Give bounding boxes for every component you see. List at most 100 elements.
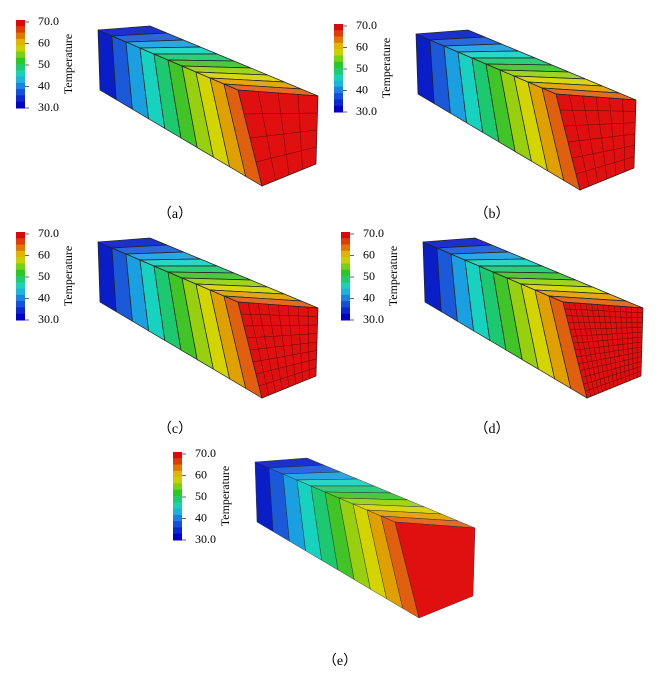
colorbar-band: [173, 502, 182, 510]
colorbar-band: [16, 89, 25, 96]
colorbar-band: [341, 288, 350, 296]
mesh-line: [576, 346, 642, 358]
box-top-slice: [139, 46, 218, 55]
mesh-line: [255, 146, 317, 163]
colorbar-band: [16, 263, 25, 271]
colorbar-band: [16, 238, 25, 246]
colorbar-band: [173, 533, 182, 541]
colorbar-band: [334, 24, 343, 31]
colorbar-band: [16, 82, 25, 90]
colorbar-title: Temperature: [379, 38, 393, 98]
colorbar-title: Temperature: [386, 246, 400, 306]
mesh-line: [625, 306, 630, 381]
colorbar-band: [341, 294, 350, 302]
colorbar-label: 60: [38, 247, 50, 261]
mesh-line: [249, 129, 318, 139]
mesh-line: [287, 305, 296, 385]
mesh-line: [249, 341, 318, 351]
colorbar-title: Temperature: [61, 246, 75, 306]
colorbar-band: [16, 301, 25, 308]
mesh-line: [608, 305, 619, 386]
colorbar-band: [334, 74, 343, 82]
colorbar-band: [341, 282, 350, 290]
box-top-slice: [464, 258, 543, 267]
colorbar-band: [16, 95, 25, 103]
colorbar-band: [173, 458, 182, 466]
mesh-line: [614, 305, 622, 384]
colorbar-band: [173, 464, 182, 472]
colorbar-label: 40: [195, 510, 207, 524]
caption: （e）: [323, 653, 357, 669]
mesh-line: [307, 307, 310, 379]
colorbar-label: 30.0: [38, 312, 59, 326]
box-top-slice: [457, 50, 536, 59]
colorbar-band: [16, 70, 25, 78]
colorbar-band: [334, 42, 343, 50]
colorbar-band: [16, 101, 25, 109]
colorbar-band: [341, 250, 350, 258]
caption: （a）: [158, 206, 192, 222]
colorbar-band: [341, 269, 350, 277]
colorbar-band: [16, 51, 25, 59]
mesh-line: [619, 306, 626, 383]
colorbar-title: Temperature: [61, 34, 75, 94]
colorbar-band: [16, 276, 25, 283]
colorbar-band: [173, 521, 182, 528]
mesh-line: [297, 306, 303, 382]
box-top-slice: [139, 258, 218, 267]
colorbar-label: 70.0: [195, 446, 216, 460]
colorbar-band: [16, 57, 25, 65]
colorbar-band: [16, 32, 25, 40]
colorbar-band: [334, 61, 343, 69]
colorbar-band: [173, 452, 182, 459]
mesh-line: [580, 356, 642, 371]
colorbar-label: 70.0: [38, 14, 59, 28]
colorbar-label: 70.0: [363, 226, 384, 240]
box-top-slice: [296, 478, 375, 487]
colorbar-band: [173, 470, 182, 478]
colorbar-band: [341, 244, 350, 252]
colorbar-band: [173, 477, 182, 484]
colorbar-band: [341, 276, 350, 283]
colorbar-band: [341, 263, 350, 271]
colorbar-band: [16, 26, 25, 34]
colorbar-band: [16, 282, 25, 290]
colorbar-label: 50: [38, 269, 50, 283]
colorbar-label: 50: [195, 489, 207, 503]
mesh-line: [585, 370, 642, 392]
colorbar-band: [334, 80, 343, 88]
colorbar-label: 40: [38, 78, 50, 92]
colorbar-label: 50: [38, 57, 50, 71]
caption: （b）: [475, 206, 510, 222]
colorbar-band: [173, 508, 182, 516]
colorbar-band: [341, 232, 350, 239]
mesh-line: [581, 361, 642, 378]
colorbar-band: [16, 250, 25, 258]
box-front: [394, 521, 476, 619]
colorbar-band: [334, 99, 343, 107]
caption: （c）: [158, 421, 192, 437]
colorbar-band: [341, 313, 350, 321]
colorbar-band: [16, 313, 25, 321]
colorbar-band: [334, 49, 343, 56]
colorbar-label: 70.0: [356, 18, 377, 32]
colorbar-label: 50: [356, 61, 368, 75]
colorbar-label: 40: [38, 290, 50, 304]
colorbar-label: 40: [363, 290, 375, 304]
colorbar-band: [341, 257, 350, 264]
colorbar-band: [16, 38, 25, 46]
colorbar-band: [16, 45, 25, 52]
mesh-line: [575, 156, 635, 175]
colorbar-label: 60: [356, 39, 368, 53]
colorbar-band: [334, 105, 343, 113]
colorbar-band: [341, 238, 350, 246]
colorbar-band: [16, 64, 25, 71]
colorbar-label: 30.0: [363, 312, 384, 326]
colorbar-band: [173, 483, 182, 491]
box-front: [562, 301, 644, 399]
mesh-line: [631, 307, 634, 380]
colorbar-band: [334, 86, 343, 94]
colorbar-label: 60: [363, 247, 375, 261]
